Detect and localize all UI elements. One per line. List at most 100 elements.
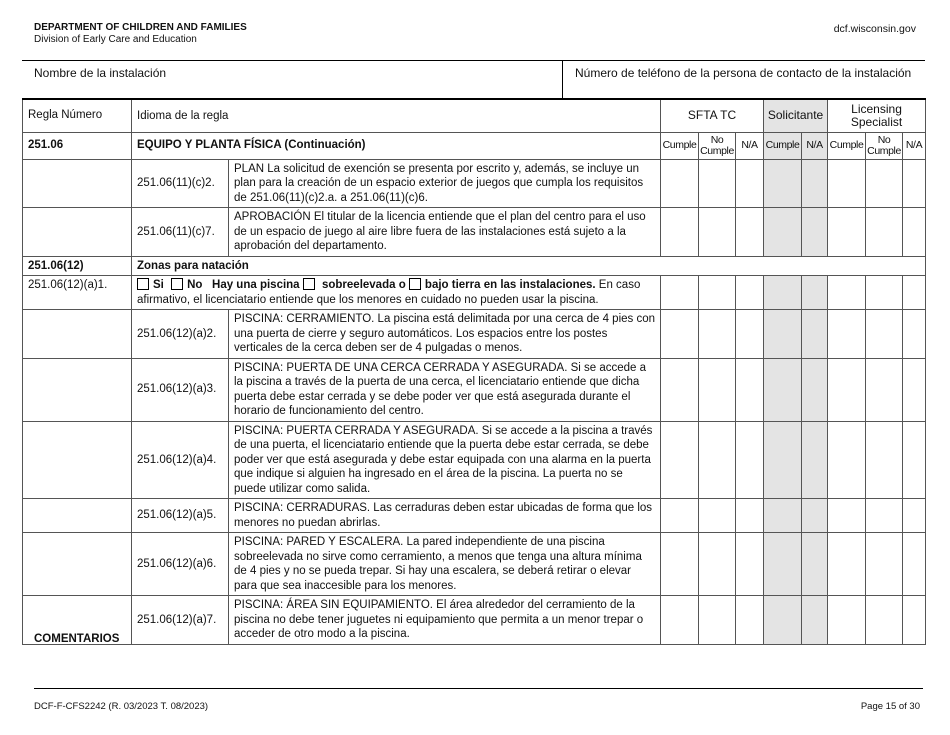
compliance-cell[interactable] (660, 498, 700, 533)
compliance-cell[interactable] (865, 420, 904, 499)
group-sfta: SFTA TC (660, 98, 765, 133)
rule-number (22, 420, 132, 499)
compliance-cell[interactable] (763, 357, 803, 422)
si-checkbox[interactable] (137, 278, 149, 290)
compliance-cell[interactable] (698, 207, 737, 257)
table-row: 251.06(12)(a)3. PISCINA: PUERTA DE UNA CE… (22, 357, 927, 422)
compliance-cell[interactable] (735, 158, 765, 208)
compliance-cell[interactable] (865, 309, 904, 359)
compliance-cell[interactable] (735, 595, 765, 645)
compliance-cell[interactable] (660, 357, 700, 422)
rule-text: PISCINA: CERRAMIENTO. La piscina está de… (227, 309, 662, 359)
compliance-cell[interactable] (801, 420, 829, 499)
compliance-cell[interactable] (763, 420, 803, 499)
compliance-cell[interactable] (902, 532, 927, 596)
no-checkbox[interactable] (171, 278, 184, 290)
compliance-cell[interactable] (763, 309, 803, 359)
compliance-cell[interactable] (735, 498, 765, 533)
table-row: 251.06(12)(a)5. PISCINA: CERRADURAS. Las … (22, 498, 927, 533)
compliance-cell[interactable] (763, 498, 803, 533)
website: dcf.wisconsin.gov (833, 23, 916, 35)
compliance-cell[interactable] (902, 309, 927, 359)
compliance-cell[interactable] (660, 309, 700, 359)
compliance-cell[interactable] (902, 357, 927, 422)
compliance-cell[interactable] (801, 498, 829, 533)
compliance-cell[interactable] (865, 595, 904, 645)
compliance-cell[interactable] (735, 532, 765, 596)
compliance-cell[interactable] (660, 158, 700, 208)
table-row: 251.06(12)(a)4. PISCINA: PUERTA CERRADA Y… (22, 420, 927, 499)
table-row: 251.06(12)(a)2. PISCINA: CERRAMIENTO. La … (22, 309, 927, 359)
rule-text: APROBACIÓN El titular de la licencia ent… (227, 207, 662, 257)
compliance-cell[interactable] (865, 158, 904, 208)
compliance-cell[interactable] (735, 207, 765, 257)
above-ground-checkbox[interactable] (302, 278, 315, 290)
compliance-cell[interactable] (660, 207, 700, 257)
facility-name-field[interactable]: Nombre de la instalación (22, 61, 563, 98)
compliance-cell[interactable] (698, 498, 737, 533)
compliance-cell[interactable] (865, 532, 904, 596)
compliance-cell[interactable] (827, 158, 867, 208)
compliance-cell[interactable] (801, 357, 829, 422)
compliance-cell[interactable] (902, 207, 927, 257)
compliance-cell[interactable] (735, 357, 765, 422)
compliance-cell[interactable] (801, 595, 829, 645)
compliance-cell[interactable] (698, 357, 737, 422)
compliance-cell[interactable] (827, 309, 867, 359)
compliance-cell[interactable] (865, 498, 904, 533)
compliance-cell[interactable] (865, 275, 904, 310)
cumple-header: Cumple (827, 131, 867, 160)
compliance-cell[interactable] (763, 275, 803, 310)
compliance-cell[interactable] (827, 498, 867, 533)
facility-phone-field[interactable]: Número de teléfono de la persona de cont… (575, 66, 912, 80)
sub-rule-number: 251.06(11)(c)2. (131, 158, 229, 208)
compliance-cell[interactable] (660, 532, 700, 596)
compliance-cell[interactable] (660, 420, 700, 499)
compliance-cell[interactable] (827, 420, 867, 499)
compliance-cell[interactable] (698, 309, 737, 359)
compliance-cell[interactable] (763, 532, 803, 596)
compliance-cell[interactable] (827, 275, 867, 310)
compliance-cell[interactable] (801, 309, 829, 359)
compliance-cell[interactable] (698, 532, 737, 596)
rules-table: Regla Número Idioma de la regla SFTA TC … (22, 98, 927, 645)
compliance-cell[interactable] (827, 595, 867, 645)
compliance-cell[interactable] (801, 207, 829, 257)
compliance-cell[interactable] (660, 275, 700, 310)
compliance-cell[interactable] (735, 420, 765, 499)
compliance-cell[interactable] (735, 309, 765, 359)
compliance-cell[interactable] (902, 275, 927, 310)
compliance-cell[interactable] (801, 275, 829, 310)
compliance-cell[interactable] (902, 158, 927, 208)
no-label: No (187, 279, 203, 291)
table-row: 251.06(12)(a)6. PISCINA: PARED Y ESCALERA… (22, 532, 927, 596)
rule-number: 251.06(12)(a)1. (22, 275, 132, 310)
compliance-cell[interactable] (763, 158, 803, 208)
compliance-cell[interactable] (827, 532, 867, 596)
compliance-cell[interactable] (763, 207, 803, 257)
compliance-cell[interactable] (698, 595, 737, 645)
compliance-cell[interactable] (801, 532, 829, 596)
compliance-cell[interactable] (698, 158, 737, 208)
rule-number (22, 207, 132, 257)
rule-number (22, 309, 132, 359)
page-number: Page 15 of 30 (860, 701, 920, 712)
compliance-cell[interactable] (801, 158, 829, 208)
q3: bajo tierra en las instalaciones. (424, 279, 596, 291)
compliance-cell[interactable] (827, 357, 867, 422)
footer-divider (34, 688, 923, 689)
compliance-cell[interactable] (902, 498, 927, 533)
compliance-cell[interactable] (763, 595, 803, 645)
compliance-cell[interactable] (865, 207, 904, 257)
compliance-cell[interactable] (735, 275, 765, 310)
rule-text: Si No Hay una piscina sobreelevada o baj… (130, 275, 662, 310)
compliance-cell[interactable] (902, 595, 927, 645)
compliance-cell[interactable] (698, 420, 737, 499)
in-ground-checkbox[interactable] (408, 278, 421, 290)
compliance-cell[interactable] (865, 357, 904, 422)
compliance-cell[interactable] (827, 207, 867, 257)
compliance-cell[interactable] (660, 595, 700, 645)
sub-rule-number: 251.06(12)(a)3. (131, 357, 229, 422)
compliance-cell[interactable] (902, 420, 927, 499)
compliance-cell[interactable] (698, 275, 737, 310)
